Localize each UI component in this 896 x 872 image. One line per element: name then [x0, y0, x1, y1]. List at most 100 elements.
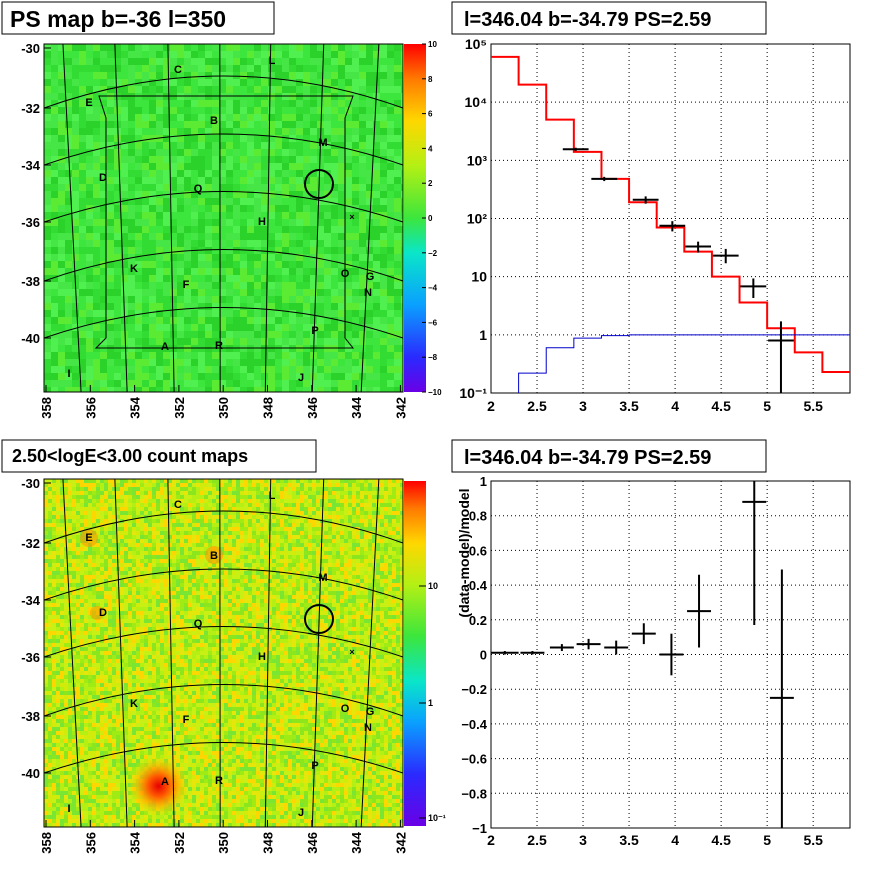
- source-label: B: [210, 550, 218, 562]
- source-label: A: [161, 341, 169, 353]
- x-tick-label: 346: [305, 397, 320, 419]
- x-tick-label: 356: [83, 397, 98, 419]
- residual-point: [491, 651, 519, 655]
- data-point: [685, 241, 712, 253]
- ps-map-source-labels: C L E B M D Q H K F O GN P A R I J: [67, 55, 374, 384]
- source-label: P: [311, 760, 318, 772]
- x-tick-label: 3: [579, 398, 587, 414]
- source-marker-circle: [304, 604, 334, 634]
- residual-point: [659, 633, 684, 676]
- y-tick-label: −1: [472, 821, 487, 836]
- x-tick-label: 2: [487, 398, 495, 414]
- x-tick-label: 2.5: [527, 398, 547, 414]
- source-label: G: [366, 706, 375, 718]
- source-label: D: [99, 172, 107, 184]
- x-tick-label: 342: [393, 832, 408, 854]
- colorbar-tick-label: −8: [428, 353, 438, 362]
- y-tick-label: 10⁻¹: [459, 385, 487, 401]
- colorbar-tick-label: 10⁻¹: [428, 813, 446, 823]
- count-map-colorbar-labels: 10 1 10⁻¹: [419, 581, 446, 823]
- source-label: Q: [194, 183, 203, 195]
- colorbar-tick-label: 2: [428, 179, 433, 188]
- colorbar-tick-label: 4: [428, 144, 433, 153]
- source-label: F: [183, 279, 190, 291]
- source-label: Q: [194, 618, 203, 630]
- y-tick-label: -34: [21, 593, 41, 608]
- source-label: R: [215, 775, 223, 787]
- y-tick-label: -30: [21, 476, 40, 491]
- spectrum-panel: l=346.04 b=-34.79 PS=2.59 2 2.5 3 3.5 4 4.5 5 5…: [451, 1, 851, 414]
- x-tick-label: 5: [763, 398, 771, 414]
- y-tick-label: -38: [21, 709, 40, 724]
- colorbar-tick-label: −10: [428, 388, 442, 397]
- source-label: I: [67, 368, 70, 380]
- x-tick-label: 3: [579, 832, 587, 848]
- ps-map-x-tick-labels: 358 356 354 352 350 348 346 344 342: [39, 385, 408, 419]
- data-point: [740, 278, 767, 298]
- source-label: R: [215, 340, 223, 352]
- y-tick-label: -30: [21, 41, 40, 56]
- source-label: C: [174, 64, 182, 76]
- count-map-source-labels: C L E B M D Q H K F O GN P A R I J: [67, 490, 374, 819]
- ps-map-colorbar: [404, 44, 426, 392]
- x-tick-label: 5.5: [803, 832, 823, 848]
- source-label: E: [85, 97, 92, 109]
- y-tick-label: -32: [21, 536, 40, 551]
- spectrum-title: l=346.04 b=-34.79 PS=2.59: [464, 9, 711, 31]
- data-point: [712, 248, 739, 264]
- y-tick-label: 0.8: [469, 509, 487, 524]
- x-tick-label: 4: [671, 832, 679, 848]
- residual-point: [687, 574, 712, 648]
- y-tick-label: -32: [21, 101, 40, 116]
- cross-marker: ×: [349, 647, 354, 657]
- model-histogram-blue: [518, 334, 850, 393]
- source-label: L: [269, 490, 276, 502]
- x-tick-label: 358: [39, 397, 54, 419]
- colorbar-tick-label: 0: [428, 214, 433, 223]
- y-tick-label: -38: [21, 274, 40, 289]
- source-label: G: [366, 271, 375, 283]
- x-tick-label: 4: [671, 398, 679, 414]
- source-label: P: [311, 325, 318, 337]
- ps-map-colorbar-labels: 10 8 6 4 2 0 −2 −4 −6 −8 −10: [422, 40, 442, 397]
- x-tick-label: 356: [83, 832, 98, 854]
- source-label: E: [85, 532, 92, 544]
- x-tick-label: 3.5: [619, 398, 639, 414]
- source-label: J: [298, 372, 304, 384]
- x-tick-label: 2: [487, 832, 495, 848]
- x-tick-label: 3.5: [619, 832, 639, 848]
- source-label: N: [364, 287, 372, 299]
- residual-point: [520, 651, 545, 655]
- residual-plot-area: 2 2.5 3 3.5 4 4.5 5 5.5 −1 −0.8 −0.6 −0.4 −0.2 0 0.2 0.…: [461, 474, 851, 848]
- model-histogram-red: [491, 55, 850, 373]
- y-tick-label: −0.2: [461, 682, 487, 697]
- count-map-title: 2.50<logE<3.00 count maps: [12, 446, 248, 466]
- x-tick-label: 344: [349, 396, 364, 418]
- colorbar-tick-label: 8: [428, 75, 433, 84]
- cross-marker: ×: [349, 212, 354, 222]
- x-tick-label: 352: [172, 832, 187, 854]
- y-tick-label: -36: [21, 650, 40, 665]
- count-map-coordinate-grid: ×: [44, 479, 403, 827]
- residual-point: [631, 623, 656, 645]
- y-tick-label: -40: [21, 766, 40, 781]
- colorbar-tick-label: 10: [428, 40, 437, 49]
- source-label: I: [67, 803, 70, 815]
- x-tick-label: 348: [261, 397, 276, 419]
- colorbar-tick-label: −6: [428, 318, 438, 327]
- source-label: H: [258, 651, 266, 663]
- y-tick-label: 0: [480, 648, 487, 663]
- data-point: [659, 221, 686, 232]
- y-tick-label: −0.4: [461, 717, 487, 732]
- data-point: [768, 321, 794, 393]
- source-label: K: [130, 263, 138, 275]
- count-map-colorbar: [404, 481, 426, 826]
- x-tick-label: 344: [349, 831, 364, 853]
- count-map-panel: 2.50<logE<3.00 count maps × C L E B M D Q H K F O G…: [1, 439, 446, 854]
- y-tick-label: 10: [471, 269, 487, 285]
- x-tick-label: 4.5: [711, 398, 731, 414]
- source-label: M: [318, 137, 327, 149]
- source-label: K: [130, 698, 138, 710]
- y-tick-label: -36: [21, 215, 40, 230]
